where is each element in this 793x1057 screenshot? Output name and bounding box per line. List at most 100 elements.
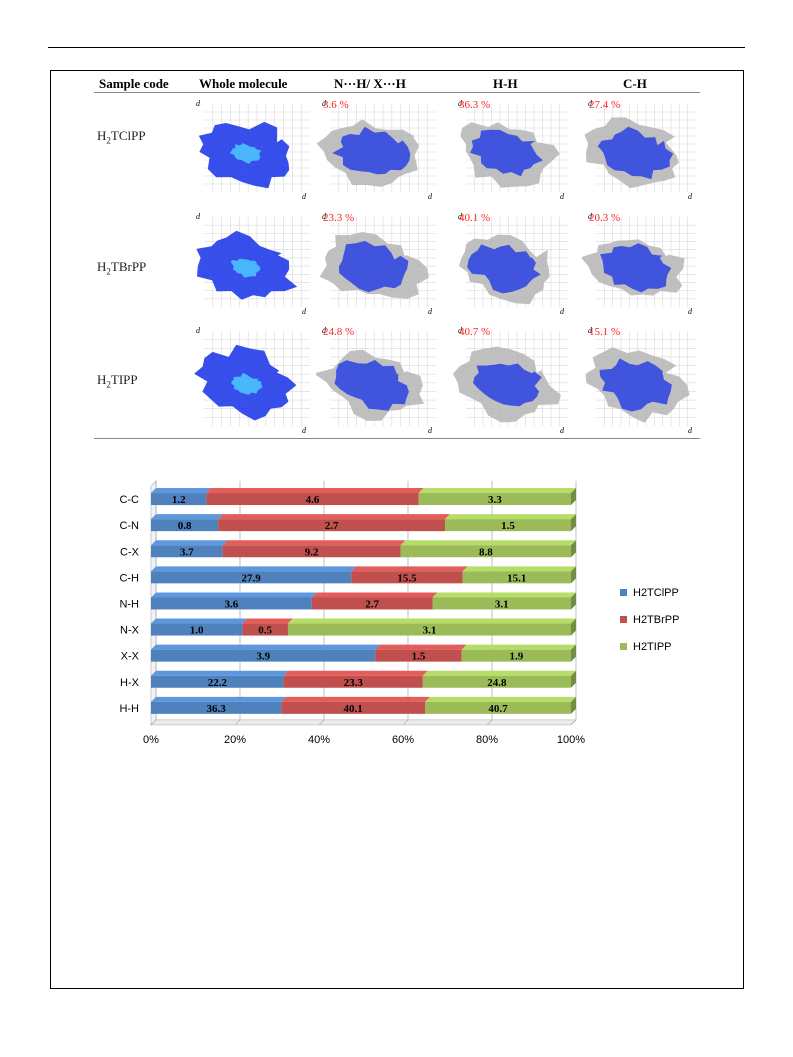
bar-top-H2TBrPP [351,566,468,572]
category-label: X-X [121,651,140,663]
bar-top-H2TClPP [151,644,381,650]
bar-value-label: 8.8 [479,546,493,558]
svg-text:d: d [688,192,693,201]
svg-text:d: d [322,212,327,221]
category-label: C-N [119,520,139,532]
x-gridline-depth [486,719,493,726]
table-bottom-rule [94,438,700,439]
bar-segment [375,649,462,662]
bar-value-label: 9.2 [305,546,319,558]
bar-value-label: 40.1 [343,703,362,715]
bar-value-label: 3.1 [495,598,509,610]
table-header-rule [94,92,700,93]
bar-segment [151,675,284,688]
bar-top-H2TClPP [151,618,248,624]
figure-frame [50,70,744,989]
bar-top-H2TIPP [400,540,576,546]
contact-percent-label: 20.3 % [589,212,621,224]
svg-text:d: d [322,99,327,108]
svg-text:d: d [688,426,693,435]
legend-swatch-h2tbrpp [620,616,627,623]
svg-text:d: d [428,192,433,201]
bar-top-H2TClPP [151,696,287,702]
bar-value-label: 22.2 [208,677,228,689]
contact-percent-label: 24.8 % [323,326,355,338]
svg-text:d: d [588,326,593,335]
bar-segment [151,545,223,558]
bar-value-label: 40.7 [488,703,508,715]
bar-segment [281,701,426,714]
bar-segment [151,519,219,532]
svg-text:d: d [428,307,433,316]
category-label: C-X [120,546,140,558]
x-gridline-depth [318,719,325,726]
bar-value-label: 2.7 [365,598,379,610]
svg-text:d: d [560,426,565,435]
contact-percent-label: 27.4 % [589,99,621,111]
legend-item-h2tipp: H2TIPP [620,640,679,653]
bar-segment [151,701,282,714]
bar-top-H2TClPP [151,540,228,546]
category-label: N-H [119,598,139,610]
bar-segment [206,493,419,506]
row-label-h2tclpp: H2TClPP [97,128,146,146]
fingerprint-plot-h2tclpp-nhxh: d d 3.6 % [316,94,440,202]
contact-percent-label: 23.3 % [323,212,355,224]
bar-value-label: 0.5 [258,625,272,637]
svg-text:d: d [458,326,463,335]
bar-top-H2TIPP [461,644,576,650]
bar-top-H2TClPP [151,592,317,598]
bar-segment [311,597,433,610]
bar-segment [351,571,463,584]
contact-percent-label: 36.3 % [459,99,491,111]
category-label: H-H [119,703,139,715]
bar-top-H2TIPP [422,670,576,676]
bar-end-face [571,514,576,532]
x-tick-label: 40% [308,734,330,746]
bar-top-H2TClPP [151,514,224,520]
bar-top-H2TIPP [425,696,576,702]
bar-value-label: 3.1 [423,625,437,637]
bar-segment [418,493,571,506]
bar-end-face [571,670,576,688]
bar-value-label: 15.5 [397,572,417,584]
fingerprint-plot-h2tclpp-hh: d d 36.3 % [452,94,572,202]
contact-percent-label: 40.1 % [459,212,491,224]
bar-segment [445,519,571,532]
bar-top-H2TBrPP [242,618,293,624]
category-label: H-X [120,677,140,689]
bar-segment [151,493,207,506]
x-tick-label: 0% [143,734,159,746]
bar-top-H2TIPP [445,514,576,520]
fingerprint-plot-h2tipp-nhxh: d d 24.8 % [316,321,440,436]
legend-label-h2tbrpp: H2TBrPP [633,613,680,626]
bar-segment [283,675,423,688]
chart-floor [150,719,577,726]
x-tick-label: 80% [476,734,498,746]
bar-value-label: 36.3 [206,703,226,715]
bar-segment [400,545,571,558]
bar-segment [242,623,288,636]
bar-value-label: 1.5 [412,651,426,663]
category-label: C-C [119,494,139,506]
x-gridline-depth [234,719,241,726]
x-tick-label: 20% [224,734,246,746]
x-gridline-depth [150,719,157,726]
bar-value-label: 1.9 [509,651,523,663]
bar-top-H2TBrPP [375,644,467,650]
bar-segment [462,571,571,584]
bar-segment [151,649,376,662]
bar-top-H2TBrPP [218,514,450,520]
category-label: N-X [120,625,140,637]
chart-legend: H2TClPP H2TBrPP H2TIPP [620,586,679,667]
page-top-rule [48,47,745,48]
svg-text:d: d [302,307,307,316]
header-whole-molecule: Whole molecule [199,76,288,91]
bar-value-label: 0.8 [178,520,192,532]
x-gridline-depth [402,719,409,726]
legend-item-h2tclpp: H2TClPP [620,586,679,599]
bar-end-face [571,592,576,610]
bar-top-H2TBrPP [281,696,431,702]
bar-end-face [571,696,576,714]
